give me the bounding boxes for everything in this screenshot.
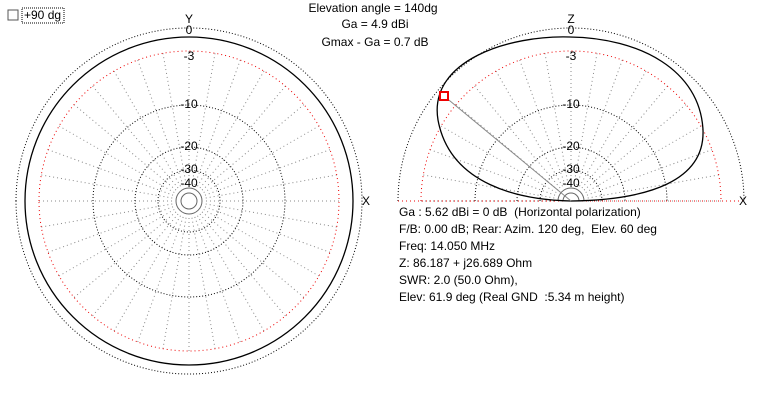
info-line: SWR: 2.0 (50.0 Ohm), [399,273,518,287]
header-line: Ga = 4.9 dBi [341,17,408,31]
ring [157,169,221,233]
info-panel: Ga : 5.62 dBi = 0 dB (Horizontal polariz… [399,205,657,304]
max-gain-marker [439,91,449,101]
left-plot: 0 -3 -10 -20 -30-40 Y X [15,12,370,375]
info-line: Elev: 61.9 deg (Real GND :5.34 m height) [399,290,624,304]
ring [92,104,286,298]
checkbox-focus [21,7,65,24]
max-gain-line [443,95,572,202]
header-line: Elevation angle = 140dg [308,1,437,15]
pattern [24,36,354,366]
ring-label: -20 [562,139,580,153]
info-line: F/B: 0.00 dB; Rear: Azim. 120 deg, Elev.… [399,222,657,236]
ring [474,104,668,202]
info-line: Z: 86.187 + j26.689 Ohm [399,256,532,270]
ring [516,146,626,202]
header: Elevation angle = 140dg Ga = 4.9 dBi Gma… [308,1,437,49]
center-ring [562,192,580,202]
axis-label: X [739,194,747,208]
ring-label: -30 [562,162,580,176]
axis-label: X [362,194,370,208]
ring-label: -40 [562,176,580,190]
outer-ring [397,27,745,202]
ring-label: -10 [180,97,198,111]
pattern [436,36,704,202]
ring-label: 0 [568,23,575,37]
axis-label: Z [567,12,574,26]
ring-label: -3 [184,49,195,63]
ring [134,146,244,256]
checkbox-label[interactable]: +90 dg [24,8,61,22]
info-line: Freq: 14.050 MHz [399,239,495,253]
center-ring [557,187,585,202]
ring-label: -40 [180,176,198,190]
ring-label: -20 [180,139,198,153]
ring-label: -30 [180,162,198,176]
header-line: Gmax - Ga = 0.7 dB [321,35,428,49]
ring-label: 0 [186,23,193,37]
ring [539,169,603,202]
outer-ring [15,27,363,375]
ring-label: -10 [562,97,580,111]
right-plot: 0 -3 -10 -20 -30-40 Z X [397,12,747,208]
center-ring [180,192,198,210]
center-ring [175,187,203,215]
checkbox[interactable] [7,9,19,21]
ring-label: -3 [566,49,577,63]
ring-minus3 [38,50,340,352]
info-line: Ga : 5.62 dBi = 0 dB (Horizontal polariz… [399,205,641,219]
axis-label: Y [185,12,193,26]
